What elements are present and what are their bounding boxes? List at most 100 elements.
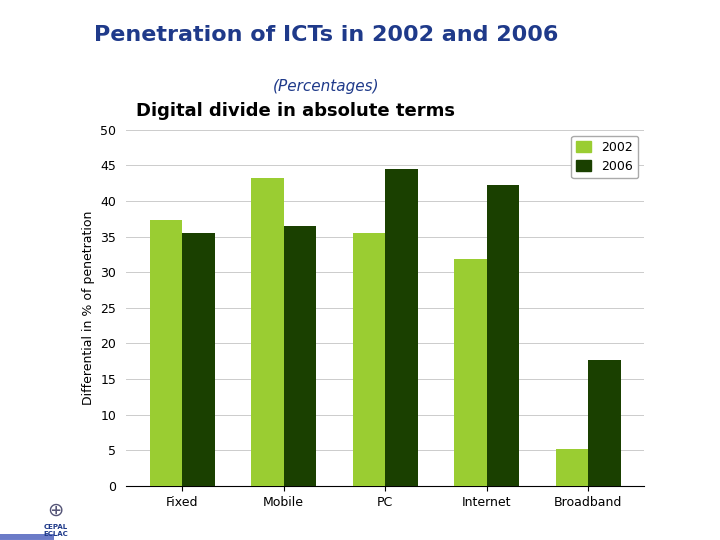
Bar [0, 537, 54, 539]
Bar [0, 537, 54, 539]
Bar [0, 536, 54, 538]
Bar [0, 535, 54, 537]
Bar [0, 537, 54, 539]
Bar [0, 537, 54, 540]
Bar [0, 537, 54, 539]
Bar [0, 536, 54, 539]
Bar [0, 535, 54, 538]
Bar [0, 537, 54, 539]
Bar [0, 535, 54, 538]
Bar [0, 535, 54, 538]
Bar [0, 535, 54, 538]
Bar [0, 537, 54, 540]
Bar [0, 537, 54, 540]
Bar [0, 536, 54, 538]
Bar [0, 535, 54, 537]
Bar [0, 535, 54, 538]
Bar [0, 536, 54, 539]
Bar [0, 536, 54, 538]
Bar [0, 537, 54, 539]
Bar [0, 537, 54, 540]
Bar [0, 537, 54, 540]
Bar [0, 536, 54, 538]
Text: Digital divide in absolute terms: Digital divide in absolute terms [136, 102, 455, 120]
Bar [0, 536, 54, 539]
Bar [0, 537, 54, 539]
Bar [0, 535, 54, 537]
Bar [0, 536, 54, 538]
Bar [0, 536, 54, 539]
Bar [0, 537, 54, 540]
Bar [0, 536, 54, 539]
Bar [0, 537, 54, 540]
Bar [0, 536, 54, 538]
Bar [0, 535, 54, 538]
Bar [0, 536, 54, 539]
Bar [0, 536, 54, 539]
Bar [0, 536, 54, 539]
Bar [251, 178, 284, 486]
Bar [0, 536, 54, 539]
Bar [0, 537, 54, 539]
Bar [0, 536, 54, 539]
Bar [0, 537, 54, 540]
Bar [0, 537, 54, 539]
Bar [0, 536, 54, 538]
Bar [0, 536, 54, 539]
Bar [0, 536, 54, 538]
Bar [588, 360, 621, 486]
Bar [0, 535, 54, 537]
Bar [0, 536, 54, 539]
Bar [0, 537, 54, 539]
Bar [0, 536, 54, 538]
Bar [0, 537, 54, 539]
Bar [0, 537, 54, 540]
Bar [0, 537, 54, 539]
Bar [0, 535, 54, 538]
Bar [0, 537, 54, 539]
Bar [0, 537, 54, 539]
Bar [0, 537, 54, 539]
Bar [0, 536, 54, 538]
Bar [487, 185, 519, 486]
Bar [0, 536, 54, 538]
Bar [0, 536, 54, 539]
Bar [0, 537, 54, 539]
Bar [0, 537, 54, 539]
Bar [0, 537, 54, 539]
Bar [0, 536, 54, 539]
Bar [0, 535, 54, 537]
Bar [0, 537, 54, 539]
Bar [0, 535, 54, 538]
Bar [0, 536, 54, 538]
Y-axis label: Differential in % of penetration: Differential in % of penetration [82, 211, 95, 405]
Bar [0, 535, 54, 538]
Bar [0, 535, 54, 538]
Bar [0, 537, 54, 539]
Bar [0, 536, 54, 538]
Bar [0, 537, 54, 539]
Bar [0, 535, 54, 538]
Bar [0, 536, 54, 539]
Bar [0, 536, 54, 538]
Text: CEPAL
ECLAC: CEPAL ECLAC [43, 524, 68, 537]
Bar [0, 535, 54, 538]
Bar [0, 536, 54, 538]
Bar [0, 536, 54, 538]
Bar [0, 535, 54, 537]
Bar [0, 536, 54, 538]
Bar [0, 535, 54, 538]
Bar [353, 233, 385, 486]
Bar [0, 535, 54, 538]
Bar [0, 537, 54, 539]
Bar [0, 536, 54, 539]
Bar [0, 536, 54, 538]
Bar [0, 536, 54, 538]
Bar [284, 226, 316, 486]
Text: (Percentages): (Percentages) [273, 79, 379, 94]
Bar [0, 536, 54, 539]
Bar [0, 537, 54, 539]
Bar [150, 220, 182, 486]
Bar [0, 535, 54, 538]
Bar [0, 537, 54, 539]
